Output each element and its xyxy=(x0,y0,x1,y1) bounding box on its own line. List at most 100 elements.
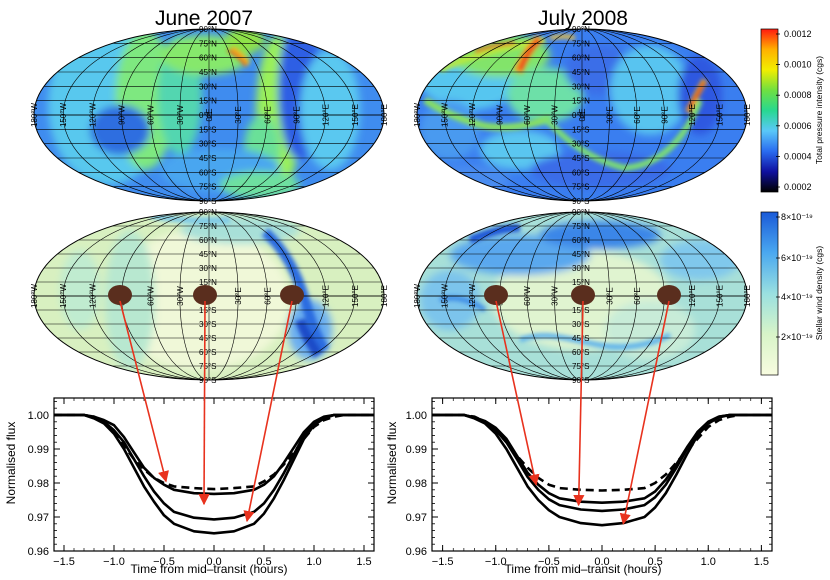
starspot-july-1 xyxy=(484,285,508,305)
series-line-solid-3 xyxy=(54,413,374,535)
lat-label: 15°S xyxy=(572,306,589,315)
x-tick-label: −1.5 xyxy=(53,556,75,568)
x-tick-label: 0.0 xyxy=(206,556,221,568)
y-tick-label: 0.98 xyxy=(406,478,427,490)
lat-label: 45°N xyxy=(199,68,217,77)
lon-label: 60°E xyxy=(633,287,642,304)
arrow-spot-1 xyxy=(495,300,540,486)
density-colorbar-ramp xyxy=(760,211,779,376)
lon-label: 120°E xyxy=(688,285,697,307)
lon-label: 90°W xyxy=(118,105,127,125)
y-tick-label: 0.96 xyxy=(28,546,49,558)
lon-label: 60°E xyxy=(633,106,642,123)
lon-label: 30°W xyxy=(551,105,560,125)
x-tick-label: 1.0 xyxy=(306,556,321,568)
lon-label: 150°E xyxy=(351,285,360,307)
lon-label: 120°E xyxy=(322,104,331,126)
lon-label: 180°E xyxy=(743,104,752,126)
pressure-colorbar-title: Total pressure intensity (cgs) xyxy=(814,56,824,164)
lat-label: 15°S xyxy=(199,306,216,315)
lat-label: 75°N xyxy=(199,39,217,48)
x-tick-label: −1.0 xyxy=(485,556,507,568)
lat-label: 75°S xyxy=(572,183,589,192)
lon-label: 60°W xyxy=(523,286,532,306)
y-tick-label: 0.99 xyxy=(406,444,427,456)
y-tick-label: 0.96 xyxy=(406,546,427,558)
lat-label: 90°N xyxy=(572,208,590,217)
lon-label: 180°W xyxy=(30,284,39,309)
series-line-solid-1 xyxy=(54,413,374,496)
pressure-colorbar-ramp xyxy=(760,28,779,193)
lat-label: 15°N xyxy=(199,278,217,287)
lon-label: 180°W xyxy=(30,103,39,128)
lon-label: 120°W xyxy=(88,284,97,309)
lon-label: 150°W xyxy=(59,103,68,128)
lat-label: 90°N xyxy=(572,25,590,34)
lat-label: 45°N xyxy=(199,250,217,259)
lat-label: 15°N xyxy=(199,97,217,106)
x-tick-label: −1.0 xyxy=(103,556,125,568)
lat-label: 75°N xyxy=(199,222,217,231)
lon-label: 0°E xyxy=(578,109,587,122)
pressure-tick-label: 0.0002 xyxy=(784,182,812,192)
lat-label: 75°S xyxy=(572,362,589,371)
arrow-spot-2 xyxy=(573,300,585,507)
starspot-july-3 xyxy=(657,285,681,305)
lon-label: 120°W xyxy=(468,284,477,309)
lon-label: 150°W xyxy=(441,103,450,128)
lon-label: 30°W xyxy=(176,286,185,306)
starspot-july-2 xyxy=(571,285,595,305)
lat-label: 75°N xyxy=(572,222,590,231)
pressure-tick-label: 0.0004 xyxy=(784,151,812,161)
lon-label: 0°E xyxy=(205,109,214,122)
lat-label: 45°S xyxy=(199,334,216,343)
lon-label: 150°E xyxy=(351,104,360,126)
x-tick-label: −0.5 xyxy=(538,556,560,568)
density-tick-label: 4×10⁻¹⁹ xyxy=(781,292,813,302)
lon-label: 30°E xyxy=(234,106,243,123)
pressure-tick-label: 0.0006 xyxy=(784,121,812,131)
lat-label: 30°N xyxy=(199,264,217,273)
lat-label: 60°N xyxy=(199,236,217,245)
density-tick-label: 8×10⁻¹⁹ xyxy=(781,212,813,222)
series-line-dashed xyxy=(54,413,374,491)
y-tick-label: 1.00 xyxy=(406,410,427,422)
ylabel-right: Normalised flux xyxy=(385,422,399,505)
starspots xyxy=(108,285,681,305)
lat-label: 60°N xyxy=(572,54,590,63)
lat-label: 30°N xyxy=(572,264,590,273)
lon-label: 120°W xyxy=(88,103,97,128)
density-tick-label: 6×10⁻¹⁹ xyxy=(781,253,813,263)
lat-label: 90°S xyxy=(572,197,589,206)
lon-label: 180°E xyxy=(380,285,389,307)
lat-label: 60°S xyxy=(572,168,589,177)
map-grid-0: 90°N 75°N 60°N 45°N 30°N 15°N 0°N 15°S 30°S 45°S 6… xyxy=(30,25,389,206)
lon-label: 60°W xyxy=(147,286,156,306)
lat-label: 15°S xyxy=(572,125,589,134)
lat-label: 45°N xyxy=(572,68,590,77)
lon-label: 150°W xyxy=(441,284,450,309)
light-curve-panel-july-2008: 1.00 0.99 0.98 0.97 0.96 −1.5 −1.0 −0.5 0.0 0.5 1.… xyxy=(406,397,773,568)
lon-label: 120°W xyxy=(468,103,477,128)
lon-label: 30°W xyxy=(551,286,560,306)
pressure-tick-label: 0.0008 xyxy=(784,90,812,100)
xlabel-left: Time from mid–transit (hours) xyxy=(131,562,288,576)
map-graticules: 90°N 75°N 60°N 45°N 30°N 15°N 0°N 15°S 30°S 45°S 6… xyxy=(30,25,752,385)
lon-label: 180°W xyxy=(413,103,422,128)
spot-transit-arrows xyxy=(119,300,670,525)
lat-label: 75°S xyxy=(199,362,216,371)
pressure-tick-label: 0.0010 xyxy=(784,60,812,70)
panel-title-left: June 2007 xyxy=(155,7,253,30)
density-tick-label: 2×10⁻¹⁹ xyxy=(781,332,813,342)
lat-label: 45°S xyxy=(199,154,216,163)
light-curve-panel-june-2007: 1.00 0.99 0.98 0.97 0.96 −1.5 −1.0 −0.5 0.0 0.5 1.… xyxy=(28,397,375,568)
lon-label: 60°E xyxy=(263,106,272,123)
lat-label: 30°S xyxy=(199,320,216,329)
lat-label: 45°N xyxy=(572,250,590,259)
x-tick-label: 0.0 xyxy=(594,556,609,568)
series-line-solid-2 xyxy=(432,413,772,513)
starspot-june-1 xyxy=(108,285,132,305)
lon-label: 180°E xyxy=(743,285,752,307)
x-tick-label: 1.0 xyxy=(701,556,716,568)
